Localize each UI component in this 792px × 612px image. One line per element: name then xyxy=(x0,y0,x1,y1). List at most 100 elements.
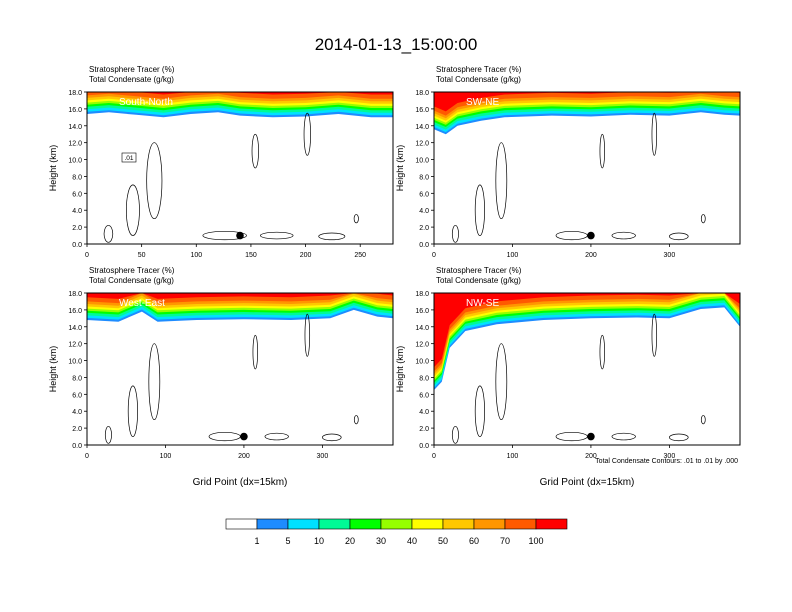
y-tick-label: 10.0 xyxy=(68,158,82,165)
panel-south-north: South-North Stratosphere Tracer (%)Total … xyxy=(48,65,394,259)
colorbar-label: 40 xyxy=(407,536,417,546)
figure-title: 2014-01-13_15:00:00 xyxy=(315,35,478,54)
condensate-contour xyxy=(251,133,259,169)
y-tick-label: 14.0 xyxy=(415,124,429,131)
condensate-contour xyxy=(146,142,163,220)
condensate-contour xyxy=(700,214,706,224)
location-marker xyxy=(587,432,595,441)
colorbar-label: 30 xyxy=(376,536,386,546)
colorbar-cell xyxy=(473,518,506,530)
y-tick-label: 0.0 xyxy=(72,443,82,450)
panel-title-line: Total Condensate (g/kg) xyxy=(89,75,174,84)
colorbar-cell xyxy=(349,518,382,530)
plot-background xyxy=(87,92,393,244)
colorbar-cell xyxy=(318,518,351,530)
colorbar-label: 60 xyxy=(469,536,479,546)
panel-title-line: Stratosphere Tracer (%) xyxy=(436,65,522,74)
condensate-contour xyxy=(669,232,689,241)
y-tick-label: 4.0 xyxy=(419,409,429,416)
y-tick-label: 8.0 xyxy=(72,174,82,181)
y-axis-label: Height (km) xyxy=(48,145,58,192)
y-tick-label: 6.0 xyxy=(72,191,82,198)
x-tick-label: 300 xyxy=(317,453,329,460)
x-tick-label: 0 xyxy=(432,453,436,460)
y-tick-label: 18.0 xyxy=(415,291,429,298)
y-tick-label: 10.0 xyxy=(68,359,82,366)
condensate-contour xyxy=(202,230,247,241)
x-tick-label: 200 xyxy=(585,252,597,259)
panel-sw-ne: SW-NE Stratosphere Tracer (%)Total Conden… xyxy=(395,65,741,259)
condensate-contour xyxy=(495,142,508,220)
condensate-contour xyxy=(495,343,508,421)
panel-title-line: Stratosphere Tracer (%) xyxy=(89,266,175,275)
panel-label: South-North xyxy=(119,97,173,108)
y-tick-label: 2.0 xyxy=(419,225,429,232)
colorbar-label: 5 xyxy=(285,536,290,546)
y-tick-label: 4.0 xyxy=(72,208,82,215)
colorbar-cell xyxy=(225,518,258,530)
y-tick-label: 4.0 xyxy=(72,409,82,416)
condensate-contour xyxy=(599,133,606,169)
x-tick-label: 0 xyxy=(85,252,89,259)
plot-frame xyxy=(433,91,741,245)
x-tick-label: 300 xyxy=(664,453,676,460)
tracer-band-100 xyxy=(87,293,393,299)
location-marker xyxy=(236,231,244,240)
colorbar-label: 1 xyxy=(254,536,259,546)
y-axis-label: Height (km) xyxy=(48,346,58,393)
x-tick-label: 0 xyxy=(85,453,89,460)
plot-frame xyxy=(86,292,394,446)
tracer-band-10 xyxy=(434,293,740,386)
condensate-contour xyxy=(304,313,311,357)
x-axis-label: Grid Point (dx=15km) xyxy=(540,477,635,488)
colorbar-cell xyxy=(504,518,537,530)
panel-title-line: Stratosphere Tracer (%) xyxy=(436,266,522,275)
plot-area xyxy=(434,92,740,244)
panel-title-line: Total Condensate (g/kg) xyxy=(436,276,521,285)
y-axis-label: Height (km) xyxy=(395,346,405,393)
condensate-contour xyxy=(474,184,485,236)
y-tick-label: 8.0 xyxy=(72,375,82,382)
x-tick-label: 50 xyxy=(138,252,146,259)
colorbar-label: 20 xyxy=(345,536,355,546)
x-tick-label: 300 xyxy=(664,252,676,259)
plot-area xyxy=(434,293,740,445)
colorbar-label: 70 xyxy=(500,536,510,546)
y-tick-label: 14.0 xyxy=(68,124,82,131)
condensate-contour xyxy=(303,112,311,156)
x-tick-label: 200 xyxy=(238,453,250,460)
y-tick-label: 12.0 xyxy=(415,141,429,148)
colorbar-cell xyxy=(287,518,320,530)
condensate-contour xyxy=(103,225,114,243)
y-tick-label: 2.0 xyxy=(72,225,82,232)
condensate-contour xyxy=(353,415,359,425)
condensate-contour xyxy=(611,231,636,240)
colorbar-label: 100 xyxy=(528,536,543,546)
location-marker xyxy=(240,432,248,441)
y-tick-label: 0.0 xyxy=(72,242,82,249)
y-tick-label: 10.0 xyxy=(415,359,429,366)
condensate-contour xyxy=(474,385,485,437)
tracer-band-20 xyxy=(434,293,740,383)
contour-label-box xyxy=(121,152,137,163)
colorbar-cell xyxy=(380,518,413,530)
condensate-contour xyxy=(125,184,140,236)
x-tick-label: 100 xyxy=(160,453,172,460)
panel-title-line: Stratosphere Tracer (%) xyxy=(89,65,175,74)
y-tick-label: 6.0 xyxy=(419,191,429,198)
panel-title-line: Total Condensate (g/kg) xyxy=(89,276,174,285)
x-tick-label: 100 xyxy=(507,453,519,460)
colorbar-cell xyxy=(256,518,289,530)
colorbar-cell xyxy=(442,518,475,530)
x-tick-label: 200 xyxy=(300,252,312,259)
condensate-contour xyxy=(252,334,259,370)
panel-title-line: Total Condensate (g/kg) xyxy=(436,75,521,84)
x-tick-label: 0 xyxy=(432,252,436,259)
y-axis-label: Height (km) xyxy=(395,145,405,192)
y-tick-label: 18.0 xyxy=(68,291,82,298)
y-tick-label: 2.0 xyxy=(72,426,82,433)
contour-label-text: .01 xyxy=(124,155,133,162)
plot-frame xyxy=(433,292,741,446)
